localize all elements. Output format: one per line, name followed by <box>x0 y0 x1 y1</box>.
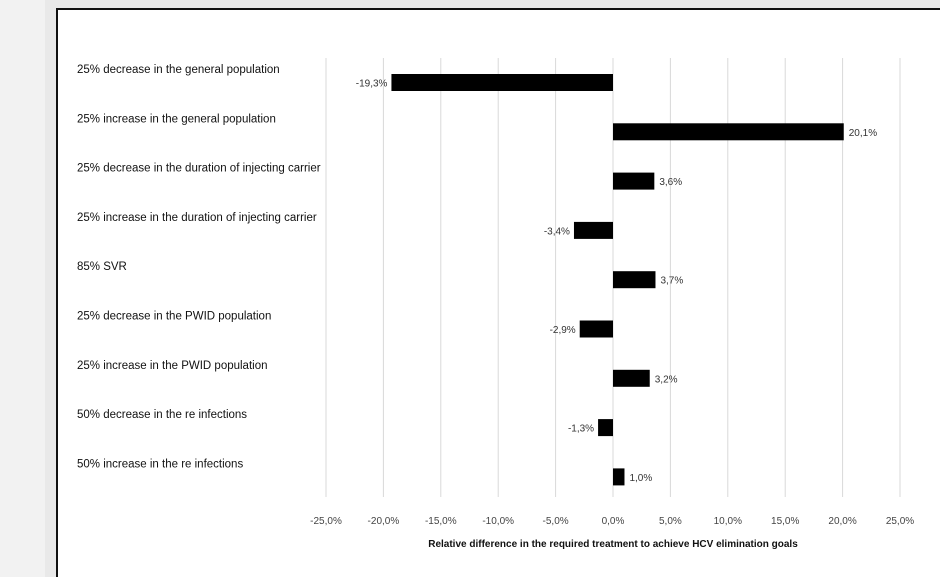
x-tick-label: -25,0% <box>310 516 342 527</box>
category-label: 50% increase in the re infections <box>77 458 243 470</box>
category-label: 25% decrease in the general population <box>77 64 280 76</box>
data-label: 1,0% <box>629 473 652 484</box>
bar <box>613 123 844 141</box>
x-tick-label: 15,0% <box>771 516 799 527</box>
bar <box>573 221 613 239</box>
bars <box>391 74 844 486</box>
bar <box>598 419 613 437</box>
x-tick-label: 10,0% <box>714 516 742 527</box>
data-label: -2,9% <box>550 325 576 336</box>
category-label: 50% decrease in the re infections <box>77 409 247 421</box>
category-label: 25% increase in the general population <box>77 113 276 125</box>
bar <box>613 369 650 387</box>
data-label: 3,2% <box>655 374 678 385</box>
category-label: 25% increase in the PWID population <box>77 360 268 372</box>
x-axis-title: Relative difference in the required trea… <box>428 539 798 550</box>
bar <box>613 271 656 289</box>
category-label: 25% decrease in the PWID population <box>77 311 271 323</box>
category-labels: 25% decrease in the general population 25… <box>77 64 321 470</box>
category-label: 25% increase in the duration of injectin… <box>77 212 317 224</box>
data-label: 3,6% <box>659 177 682 188</box>
x-tick-label: 5,0% <box>659 516 682 527</box>
data-label: -1,3% <box>568 424 594 435</box>
x-tick-label: 0,0% <box>602 516 625 527</box>
bar <box>613 172 655 190</box>
left-margin-strip <box>0 0 45 577</box>
x-tick-label: 25,0% <box>886 516 914 527</box>
x-tick-label: -15,0% <box>425 516 457 527</box>
x-tick-label: -20,0% <box>368 516 400 527</box>
x-tick-labels: -25,0% -20,0% -15,0% -10,0% -5,0% 0,0% 5,0% 10,… <box>310 516 914 527</box>
data-label: -19,3% <box>356 79 388 90</box>
bar <box>391 74 613 91</box>
x-tick-label: 20,0% <box>828 516 856 527</box>
data-labels: -19,3% 20,1% 3,6% -3,4% 3,7% -2,9% 3,2% -1,3% 1,… <box>356 79 877 484</box>
x-tick-label: -5,0% <box>543 516 569 527</box>
bar <box>613 468 625 486</box>
category-label: 85% SVR <box>77 261 127 273</box>
x-tick-label: -10,0% <box>482 516 514 527</box>
data-label: 20,1% <box>849 128 877 139</box>
data-label: 3,7% <box>660 276 683 287</box>
bar <box>579 320 613 338</box>
category-label: 25% decrease in the duration of injectin… <box>77 163 321 175</box>
data-label: -3,4% <box>544 226 570 237</box>
